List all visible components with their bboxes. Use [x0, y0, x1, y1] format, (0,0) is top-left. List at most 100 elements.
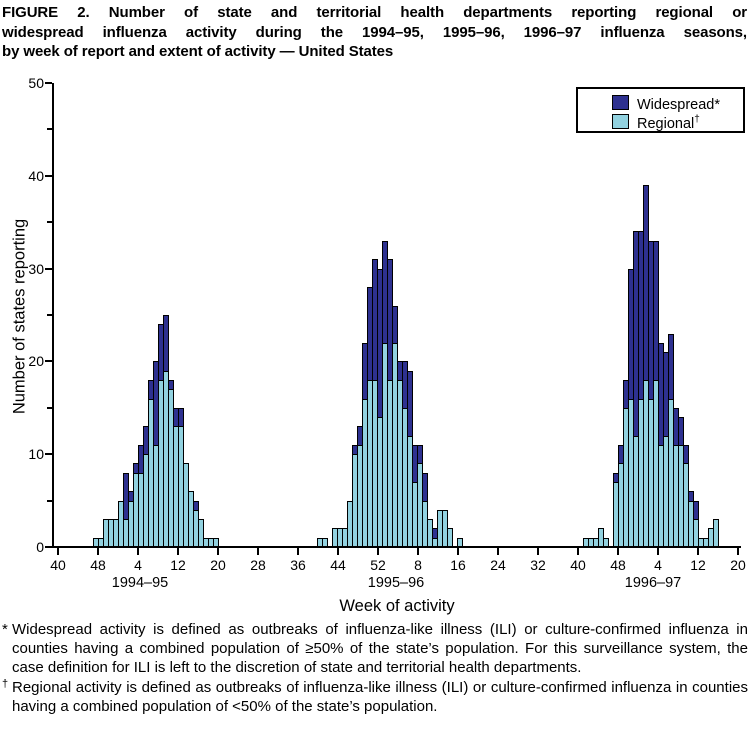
bar-segment-regional: [457, 537, 463, 547]
y-tick-label: 50: [28, 75, 44, 91]
y-major-tick: [45, 82, 52, 84]
y-minor-tick: [47, 314, 52, 316]
bar-segment-widespread: [412, 444, 418, 483]
y-tick-label: 20: [28, 353, 44, 370]
x-axis-line: [52, 546, 741, 548]
x-tick-label: 36: [290, 557, 306, 573]
y-minor-tick: [47, 221, 52, 224]
bar-segment-widespread: [407, 370, 413, 436]
influenza-activity-chart: Number of states reporting Widespread* R…: [10, 75, 746, 615]
figure-title-line-1: FIGURE 2. Number of state and territoria…: [2, 4, 747, 21]
season-label: 1995–96: [367, 575, 425, 591]
y-tick-label: 40: [28, 167, 44, 184]
x-tick: [137, 548, 139, 555]
figure-title-line-3: by week of report and extent of activity…: [2, 43, 394, 60]
x-tick: [57, 548, 59, 555]
x-tick-label: 24: [490, 557, 506, 573]
bar-segment-regional: [213, 537, 219, 547]
bar-segment-widespread: [693, 500, 699, 520]
bar-segment-regional: [693, 519, 699, 547]
figure-title-line-2: widespread influenza activity during the…: [2, 23, 747, 41]
asterisk-symbol: *: [2, 621, 8, 638]
x-tick-label: 20: [210, 557, 226, 573]
x-tick: [177, 548, 179, 555]
y-tick-label: 10: [28, 446, 44, 463]
x-tick-label: 32: [530, 557, 546, 573]
bar-segment-regional: [598, 528, 604, 547]
x-tick-label: 40: [570, 557, 586, 573]
x-tick: [657, 548, 659, 555]
bar-segment-widespread: [168, 379, 174, 390]
x-tick-label: 4: [134, 557, 142, 573]
x-tick-label: 48: [610, 557, 626, 573]
y-tick-label: 0: [36, 539, 44, 555]
x-tick: [697, 548, 699, 555]
legend-box: Widespread* Regional†: [576, 87, 745, 133]
x-tick-label: 48: [90, 557, 106, 573]
season-label: 1996–97: [624, 575, 682, 591]
legend-label-regional: Regional†: [637, 114, 700, 132]
x-tick: [297, 548, 299, 555]
bar-segment-widespread: [668, 333, 674, 399]
x-tick: [737, 548, 739, 555]
footnote-widespread-text: Widespread activity is defined as outbre…: [12, 621, 748, 677]
bar-segment-widespread: [178, 407, 184, 427]
x-tick-label: 20: [730, 557, 746, 573]
x-tick: [577, 548, 579, 555]
dagger-symbol: †: [2, 677, 9, 690]
x-tick: [377, 548, 379, 555]
x-tick-label: 12: [170, 557, 186, 573]
bar-segment-widespread: [422, 472, 428, 501]
bar-segment-regional: [322, 537, 328, 547]
x-tick-label: 44: [330, 557, 346, 573]
bar-segment-regional: [447, 528, 453, 547]
bar-segment-widespread: [678, 417, 684, 445]
y-axis-line: [52, 83, 54, 548]
footnotes: * Widespread activity is defined as outb…: [2, 620, 748, 716]
x-tick-label: 16: [450, 557, 466, 573]
x-tick: [97, 548, 99, 555]
y-minor-tick: [47, 128, 52, 131]
y-major-tick: [45, 453, 52, 456]
bar-segment-widespread: [417, 444, 423, 464]
y-major-tick: [45, 174, 52, 177]
bar-segment-widespread: [653, 240, 659, 380]
x-tick: [337, 548, 339, 555]
bar-segment-widespread: [392, 305, 398, 343]
y-axis-title: Number of states reporting: [10, 218, 29, 415]
regional-swatch: [612, 114, 629, 129]
x-tick: [417, 548, 419, 555]
bar-segment-widespread: [193, 500, 199, 510]
x-tick-label: 4: [654, 557, 662, 573]
x-tick-label: 52: [370, 557, 386, 573]
widespread-swatch: [612, 95, 629, 110]
y-minor-tick: [47, 499, 52, 502]
footnote-regional-text: Regional activity is defined as outbreak…: [12, 678, 748, 715]
bar-segment-widespread: [688, 491, 694, 501]
x-tick-label: 40: [50, 557, 66, 573]
x-tick-label: 28: [250, 557, 266, 573]
y-tick-label: 30: [28, 260, 44, 277]
x-tick: [497, 548, 499, 555]
bar-segment-widespread: [163, 315, 169, 371]
x-tick: [257, 548, 259, 555]
y-minor-tick: [47, 406, 52, 409]
footnote-regional: † Regional activity is defined as outbre…: [2, 678, 748, 716]
x-tick: [457, 548, 459, 555]
footnote-widespread: * Widespread activity is defined as outb…: [2, 620, 748, 678]
legend-label-widespread: Widespread*: [637, 96, 721, 113]
x-tick: [217, 548, 219, 555]
x-tick: [617, 548, 619, 555]
x-axis-title: Week of activity: [339, 597, 455, 615]
x-tick-label: 12: [690, 557, 706, 573]
season-label: 1994–95: [111, 575, 169, 591]
y-major-tick: [45, 360, 52, 363]
y-major-tick: [45, 267, 52, 270]
bar-segment-widespread: [683, 444, 689, 464]
bar-segment-regional: [442, 509, 448, 547]
bar-segment-regional: [713, 519, 719, 547]
figure-title: FIGURE 2. Number of state and territoria…: [2, 3, 747, 62]
y-major-tick: [45, 546, 52, 548]
bar-segment-regional: [198, 519, 204, 547]
